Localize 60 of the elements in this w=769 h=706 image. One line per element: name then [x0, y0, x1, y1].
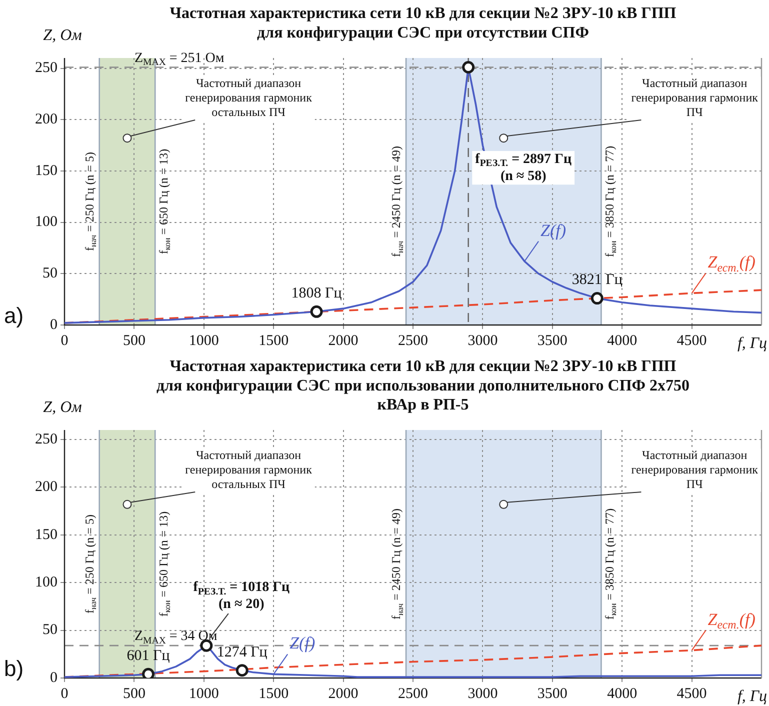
- ref-line-label: fнач = 2450 Гц (n = 49): [389, 146, 405, 257]
- y-tick-label: 0: [50, 670, 58, 686]
- band-label: Частотный диапазон генерирования гармоник ПЧ: [631, 448, 758, 491]
- x-tick-label: 4000: [607, 686, 638, 702]
- x-tick-label: 4000: [607, 332, 638, 349]
- x-tick-label: 4500: [676, 332, 707, 349]
- x-tick-label: 1500: [258, 686, 289, 702]
- x-tick-label: 3500: [537, 686, 568, 702]
- x-axis-title: f, Гц: [737, 688, 767, 706]
- band-label: Частотный диапазон генерирования гармоник ПЧ: [631, 76, 758, 119]
- x-tick-label: 2500: [398, 686, 428, 702]
- y-tick-label: 250: [35, 431, 58, 448]
- y-axis-title: Z, Ом: [43, 399, 82, 416]
- y-tick-label: 150: [35, 162, 58, 179]
- ref-line-label: fнач = 2450 Гц (n = 49): [389, 508, 405, 620]
- y-tick-label: 200: [35, 479, 58, 496]
- y-tick-label: 50: [42, 622, 58, 638]
- series-label: Z(f): [540, 220, 566, 240]
- annotation: 601 Гц: [126, 648, 170, 664]
- ref-line-label: fкон = 650 Гц (n = 13): [156, 511, 172, 617]
- x-tick-label: 2000: [328, 686, 358, 702]
- x-tick-label: 1000: [188, 686, 219, 702]
- band-label: Частотный диапазон генерирования гармоник остальных ПЧ: [185, 448, 312, 491]
- x-tick-label: 1500: [258, 332, 289, 349]
- y-tick-label: 150: [35, 526, 58, 543]
- text: b): [4, 656, 24, 682]
- annotation: 1274 Гц: [216, 644, 268, 660]
- ref-line-label: fкон = 650 Гц (n = 13): [156, 148, 172, 254]
- x-tick-label: 3000: [468, 332, 498, 349]
- y-tick-label: 0: [50, 316, 58, 333]
- annotation: 3821 Гц: [572, 272, 622, 288]
- y-tick-label: 200: [35, 112, 58, 128]
- x-tick-label: 4500: [676, 686, 707, 702]
- y-tick-label: 250: [35, 60, 58, 76]
- x-tick-label: 3000: [468, 686, 498, 702]
- x-tick-label: 0: [60, 686, 68, 702]
- text: a): [4, 303, 24, 328]
- ref-line-label: fкон = 3850 Гц (n = 77): [602, 508, 618, 620]
- x-tick-label: 500: [122, 686, 146, 702]
- x-tick-label: 1000: [188, 332, 219, 349]
- x-tick-label: 3500: [537, 332, 568, 349]
- chart-title: Частотная характеристика сети 10 кВ для секции №2 ЗРУ-10 кВ ГПП для конфигурации СЭС при использовании дополнительного СПФ 2x750 кВАр в РП-5: [156, 358, 690, 414]
- band-label: Частотный диапазон генерирования гармоник остальных ПЧ: [185, 76, 312, 119]
- x-tick-label: 2000: [328, 332, 358, 349]
- ref-line-label: fнач = 250 Гц (n = 5): [82, 514, 98, 614]
- chart-title: Частотная характеристика сети 10 кВ для секции №2 ЗРУ-10 кВ ГПП для конфигурации СЭС при отсутствии СПФ: [170, 5, 677, 42]
- x-tick-label: 2500: [398, 332, 428, 349]
- x-tick-label: 500: [122, 332, 146, 349]
- y-tick-label: 50: [42, 266, 58, 282]
- x-tick-label: 0: [60, 332, 68, 349]
- point: [590, 292, 604, 305]
- x-axis-title: f, Гц: [737, 335, 767, 352]
- annotation: 1808 Гц: [291, 286, 342, 302]
- ref-line-label: fкон = 3850 Гц (n = 77): [602, 146, 618, 258]
- y-axis-title: Z, Ом: [43, 27, 82, 44]
- y-tick-label: 100: [35, 214, 58, 230]
- point: [310, 305, 323, 318]
- point: [462, 60, 475, 74]
- y-tick-label: 100: [35, 574, 58, 591]
- ref-line-label: fнач = 250 Гц (n = 5): [82, 152, 98, 251]
